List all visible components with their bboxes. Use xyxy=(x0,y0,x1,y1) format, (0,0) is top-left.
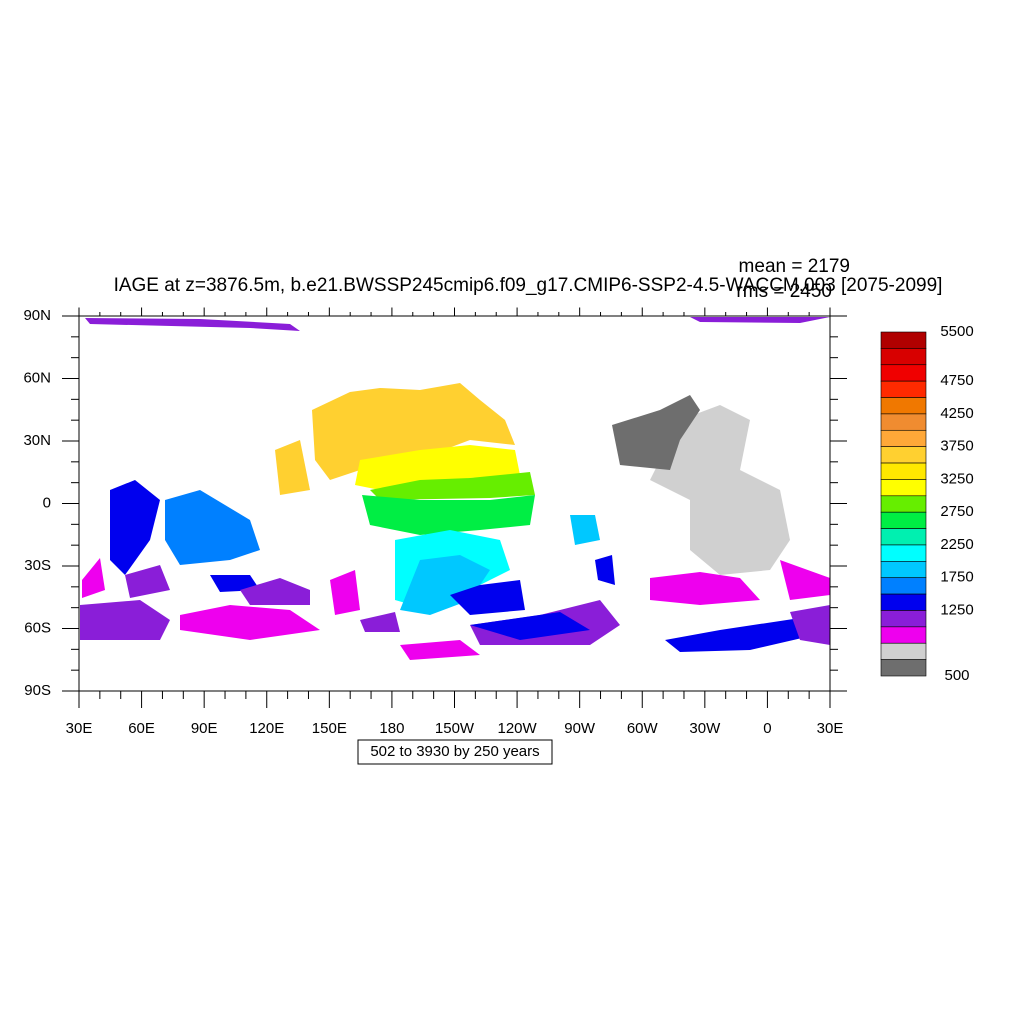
colorbar-box xyxy=(880,380,927,398)
y-tick-label: 60N xyxy=(23,369,51,386)
x-tick-label: 120W xyxy=(497,720,537,737)
y-tick-label: 90S xyxy=(24,682,51,699)
x-tick-label: 150E xyxy=(312,720,347,737)
colorbar-box xyxy=(880,511,927,529)
x-tick-label: 0 xyxy=(763,720,771,737)
info-label: 502 to 3930 by 250 years xyxy=(370,743,539,760)
x-tick-label: 90E xyxy=(191,720,218,737)
colorbar-box xyxy=(880,626,927,644)
colorbar-box xyxy=(880,364,927,382)
colorbar-label: 1250 xyxy=(940,601,973,618)
colorbar-label: 1750 xyxy=(940,569,973,586)
colorbar-box xyxy=(880,659,927,677)
colorbar-label: 2250 xyxy=(940,536,973,553)
y-tick-label: 0 xyxy=(43,494,51,511)
colorbar-label: 4250 xyxy=(940,405,973,422)
x-tick-label: 90W xyxy=(564,720,596,737)
colorbar-label: 4750 xyxy=(940,372,973,389)
colorbar-box xyxy=(880,479,927,497)
x-tick-label: 60W xyxy=(627,720,659,737)
x-tick-label: 30E xyxy=(817,720,844,737)
colorbar-label: 3250 xyxy=(940,470,973,487)
x-tick-label: 120E xyxy=(249,720,284,737)
y-tick-label: 90N xyxy=(23,307,51,324)
y-tick-label: 30S xyxy=(24,557,51,574)
colorbar-box xyxy=(880,348,927,366)
colorbar-label: 5500 xyxy=(940,323,973,340)
colorbar-box xyxy=(880,528,927,546)
colorbar-box xyxy=(880,429,927,447)
colorbar-box xyxy=(880,397,927,415)
rms-label: rms = 2450 xyxy=(736,281,832,302)
colorbar-box xyxy=(880,577,927,595)
mean-label: mean = 2179 xyxy=(739,256,850,277)
x-tick-label: 60E xyxy=(128,720,155,737)
x-tick-label: 180 xyxy=(379,720,404,737)
colorbar-box xyxy=(880,593,927,611)
colorbar-box xyxy=(880,561,927,579)
x-tick-label: 150W xyxy=(435,720,475,737)
y-tick-label: 60S xyxy=(24,619,51,636)
y-tick-label: 30N xyxy=(23,432,51,449)
colorbar-box xyxy=(880,544,927,562)
colorbar-box xyxy=(880,446,927,464)
map-fill xyxy=(80,317,830,660)
colorbar-box xyxy=(880,331,927,349)
colorbar-label: 3750 xyxy=(940,438,973,455)
x-tick-label: 30E xyxy=(66,720,93,737)
colorbar-box xyxy=(880,462,927,480)
colorbar-box xyxy=(880,413,927,431)
colorbar-box xyxy=(880,642,927,660)
colorbar-label: 500 xyxy=(944,667,969,684)
plot-title: IAGE at z=3876.5m, b.e21.BWSSP245cmip6.f… xyxy=(114,275,943,296)
x-tick-label: 30W xyxy=(689,720,721,737)
colorbar-box xyxy=(880,495,927,513)
colorbar-label: 2750 xyxy=(940,503,973,520)
colorbar-box xyxy=(880,610,927,628)
info-box xyxy=(357,739,553,765)
